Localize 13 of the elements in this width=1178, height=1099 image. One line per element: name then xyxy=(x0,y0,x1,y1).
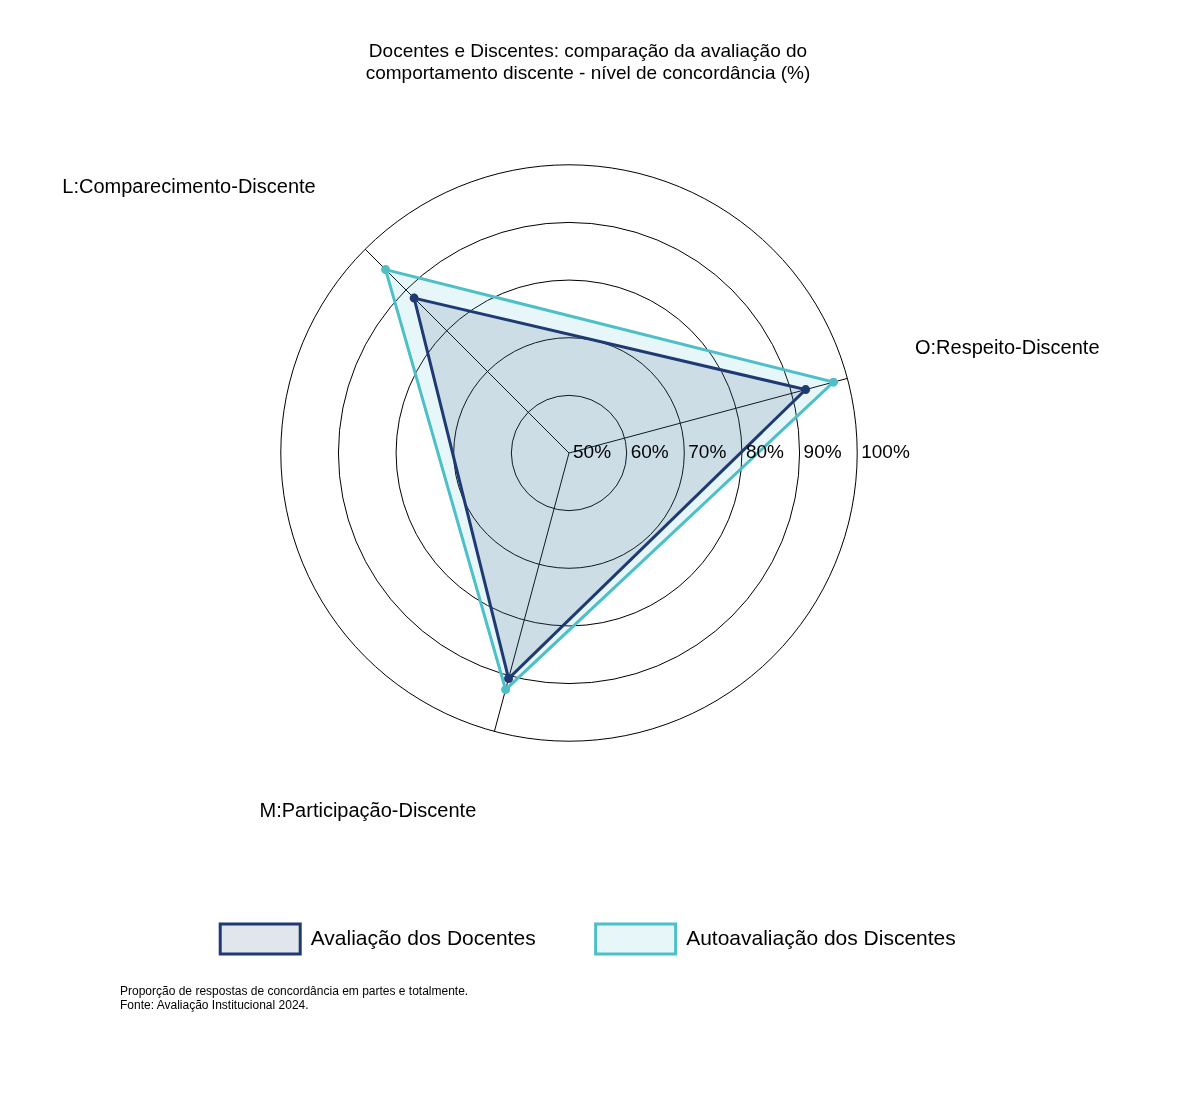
text: Proporção de respostas de concordância em partes e totalmente. xyxy=(120,984,470,998)
y-tick-label: 90% xyxy=(803,441,842,463)
spoke-label: L:Comparecimento-Discente xyxy=(62,175,316,198)
legend-label: Autoavaliação dos Discentes xyxy=(686,925,956,949)
spoke-label: M:Participação-Discente xyxy=(259,798,477,821)
y-tick-label: 50% xyxy=(573,441,612,463)
chart-title: Docentes e Discentes: comparação da avaliação do comportamento discente - nível de concordância (%) xyxy=(364,40,812,84)
y-tick-label: 70% xyxy=(688,441,727,463)
spoke-label: O:Respeito-Discente xyxy=(915,335,1100,358)
y-tick-label: 100% xyxy=(861,441,910,463)
legend-label: Avaliação dos Docentes xyxy=(310,925,536,949)
source-note: Fonte: Avaliação Institucional 2024. xyxy=(120,998,310,1012)
y-tick-label: 60% xyxy=(630,441,669,463)
